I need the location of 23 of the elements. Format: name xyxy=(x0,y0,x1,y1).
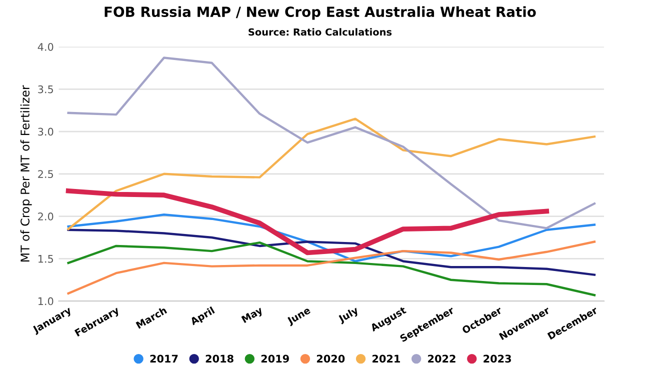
y-tick-label: 2.0 xyxy=(38,212,54,220)
y-tick-label: 3.5 xyxy=(38,85,53,94)
chart-subtitle: Source: Ratio Calculations xyxy=(248,28,392,36)
legend-label: 2022 xyxy=(428,354,456,363)
chart-title: FOB Russia MAP / New Crop East Australia Wheat Ratio xyxy=(104,6,536,20)
legend-label: 2023 xyxy=(484,354,511,363)
line-series xyxy=(67,228,596,276)
y-axis-title: MT of Crop Per MT of Fertilizer xyxy=(20,85,32,262)
line-series xyxy=(66,188,550,256)
y-tick-label: 3.0 xyxy=(38,128,54,136)
y-tick-label: 1.5 xyxy=(38,255,53,263)
legend-label: 2019 xyxy=(261,354,289,363)
legend-label: 2020 xyxy=(316,354,345,363)
legend-label: 2018 xyxy=(206,354,234,363)
line-series xyxy=(67,118,596,230)
y-tick-label: 1.0 xyxy=(38,297,54,306)
line-series xyxy=(67,213,596,262)
legend-label: 2021 xyxy=(372,354,400,363)
y-tick-label: 4.0 xyxy=(38,42,54,51)
x-tick-label: May xyxy=(241,306,264,325)
legend-label: 2017 xyxy=(150,354,178,363)
line-series xyxy=(67,56,596,230)
y-tick-label: 2.5 xyxy=(38,170,53,178)
